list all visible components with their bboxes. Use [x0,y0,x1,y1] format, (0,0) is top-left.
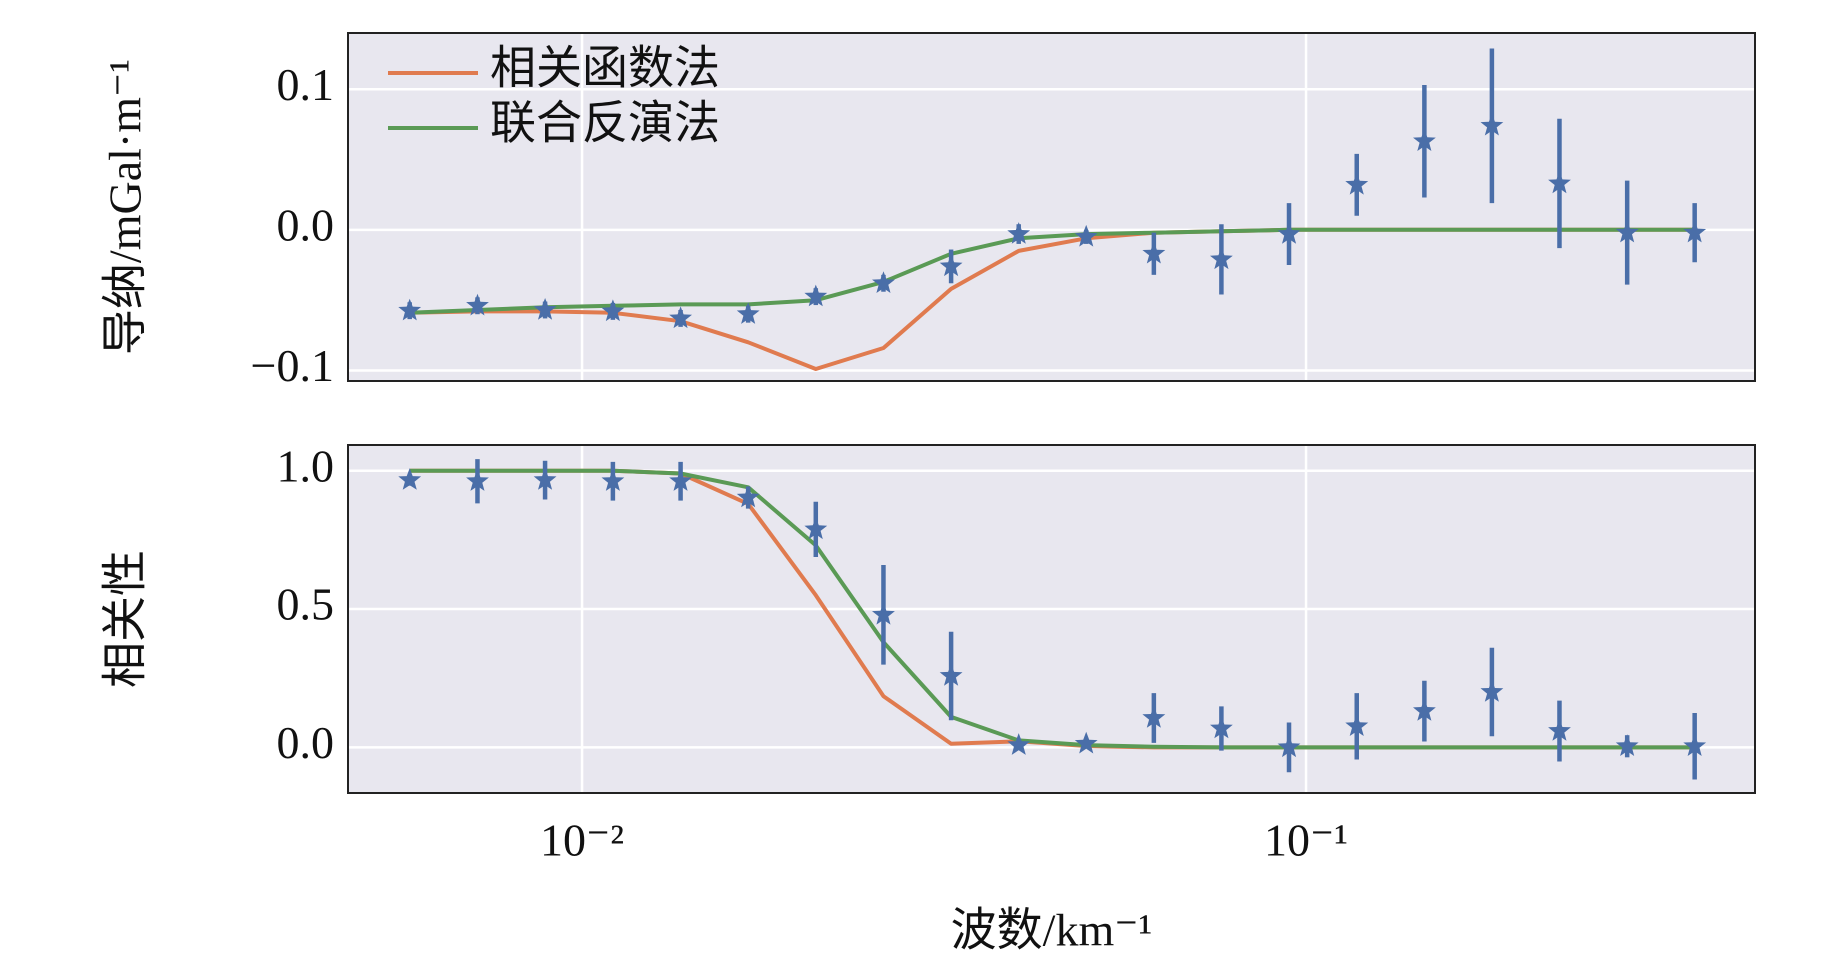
legend-label: 联合反演法 [490,98,720,149]
star-marker [872,271,895,293]
star-marker [872,602,895,625]
star-marker [939,664,963,686]
star-marker [1210,716,1233,739]
star-marker [736,485,760,508]
star-marker [1548,171,1571,194]
star-marker [1345,172,1369,195]
star-marker [669,306,692,329]
star-marker [1548,719,1571,741]
star-marker [1615,734,1639,756]
y-axis-label: 导纳/mGal·m⁻¹ [100,59,151,355]
star-marker [1074,731,1098,754]
star-marker [804,517,828,540]
star-marker [1480,680,1504,702]
star-marker [1142,241,1166,264]
star-marker [398,468,422,490]
x-tick-label: 10⁻² [540,815,624,866]
star-marker [533,298,557,320]
star-marker [533,468,557,490]
plot-frame [347,444,1756,794]
star-marker [1277,735,1301,758]
x-axis-label: 波数/km⁻¹ [951,905,1153,956]
y-tick-label: 0.1 [277,59,335,110]
star-marker [1615,220,1639,243]
star-marker [466,293,489,316]
plot-frame [347,32,1756,382]
star-marker [466,469,489,491]
star-marker [1345,714,1369,736]
star-marker [398,298,422,321]
star-marker [1683,734,1707,756]
star-marker [1683,220,1707,243]
star-marker [1142,706,1166,728]
star-marker [1007,222,1031,244]
star-marker [1413,129,1436,151]
y-axis-label: 相关性 [100,550,151,688]
x-tick-label: 10⁻¹ [1264,815,1348,866]
legend-label: 相关函数法 [490,43,720,94]
star-marker [1277,222,1301,244]
series-line [409,227,1695,315]
y-tick-label: 0.5 [277,579,335,630]
series-line [409,468,1695,750]
star-marker [736,302,760,324]
star-marker [804,284,828,307]
y-tick-label: −0.1 [251,340,334,391]
star-marker [939,254,963,277]
star-marker [1007,733,1031,755]
y-tick-label: 0.0 [277,717,335,768]
star-marker [601,299,625,322]
y-tick-label: 0.0 [277,199,335,250]
star-marker [1413,699,1436,721]
y-tick-label: 1.0 [277,440,335,491]
star-marker [1074,224,1098,247]
star-marker [601,469,625,491]
star-marker [669,469,692,491]
star-marker [1480,113,1504,136]
star-marker [1210,247,1233,270]
